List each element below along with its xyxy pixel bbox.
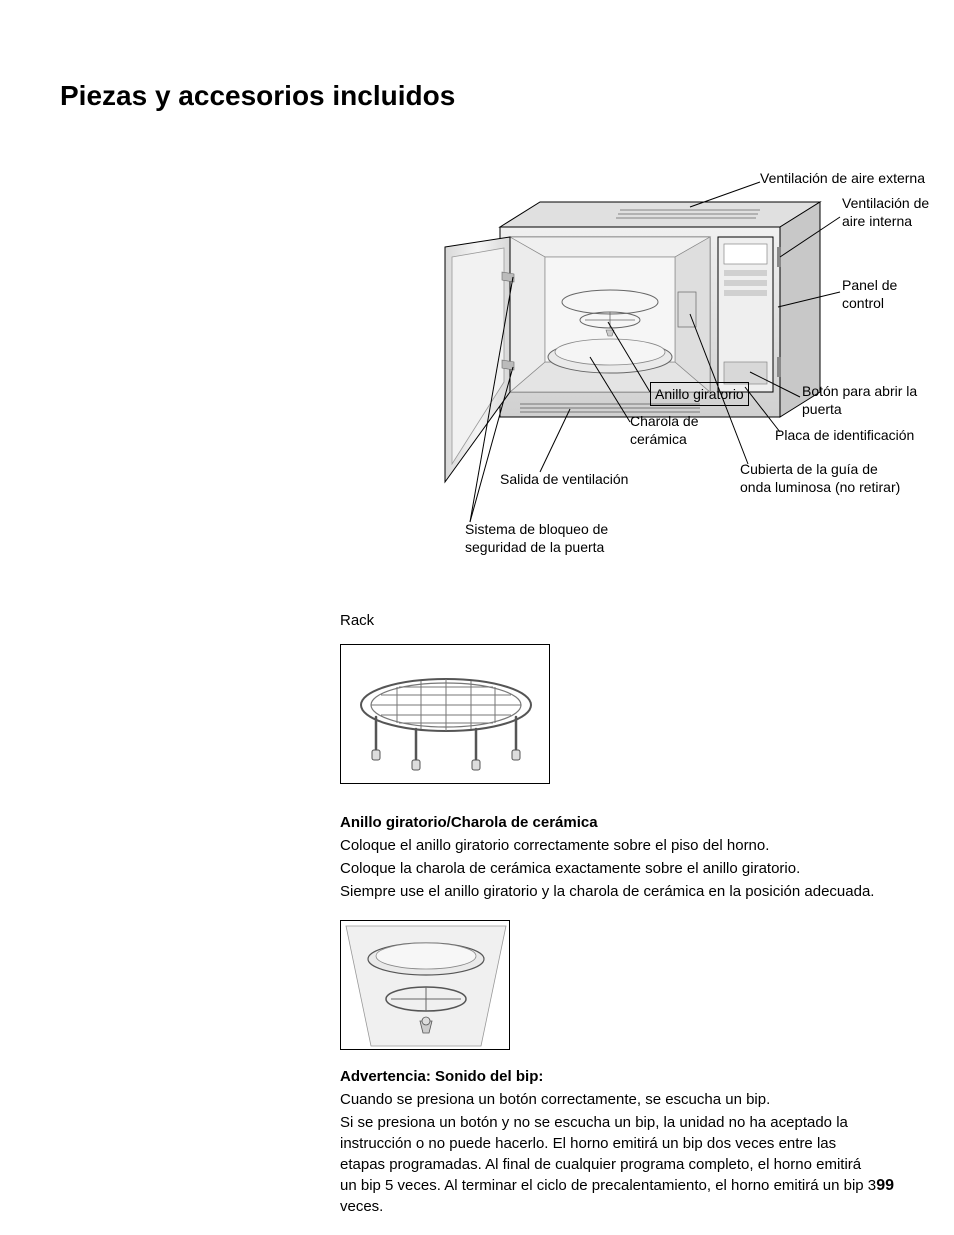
label-door-btn: Botón para abrir la puerta [802,382,917,418]
tray-assembly-illustration [340,920,510,1050]
microwave-diagram: Ventilación de aire externa Ventilación … [340,172,940,582]
tray-svg [341,921,511,1051]
label-wave-cover: Cubierta de la guía de onda luminosa (no… [740,460,900,496]
section1-line1: Coloque la charola de cerámica exactamen… [340,858,880,879]
page-number: 99 [876,1177,894,1195]
label-ext-vent: Ventilación de aire externa [760,169,925,187]
label-roller: Anillo giratorio [650,382,749,406]
section1-heading: Anillo giratorio/Charola de cerámica [340,814,880,831]
roller-ceramic-section: Anillo giratorio/Charola de cerámica Col… [340,814,880,1217]
page-title: Piezas y accesorios incluidos [60,80,894,112]
section1-line2: Siempre use el anillo giratorio y la cha… [340,881,880,902]
label-lock: Sistema de bloqueo de seguridad de la pu… [465,520,608,556]
label-vent-out: Salida de ventilación [500,470,628,488]
page-container: Piezas y accesorios incluidos [0,0,954,1235]
label-int-vent: Ventilación de aire interna [842,194,929,230]
rack-svg [341,645,551,785]
section1-line0: Coloque el anillo giratorio correctament… [340,835,880,856]
label-id-plate: Placa de identificación [775,426,914,444]
rack-illustration [340,644,550,784]
section2-heading: Advertencia: Sonido del bip: [340,1068,880,1085]
rack-title: Rack [340,612,894,629]
section2-line1: Si se presiona un botón y no se escucha … [340,1112,880,1217]
rack-section: Rack [340,612,894,784]
section2-line0: Cuando se presiona un botón correctament… [340,1089,880,1110]
label-panel: Panel de control [842,276,897,312]
microwave-svg [340,172,940,582]
label-ceramic: Charola de cerámica [630,412,699,448]
